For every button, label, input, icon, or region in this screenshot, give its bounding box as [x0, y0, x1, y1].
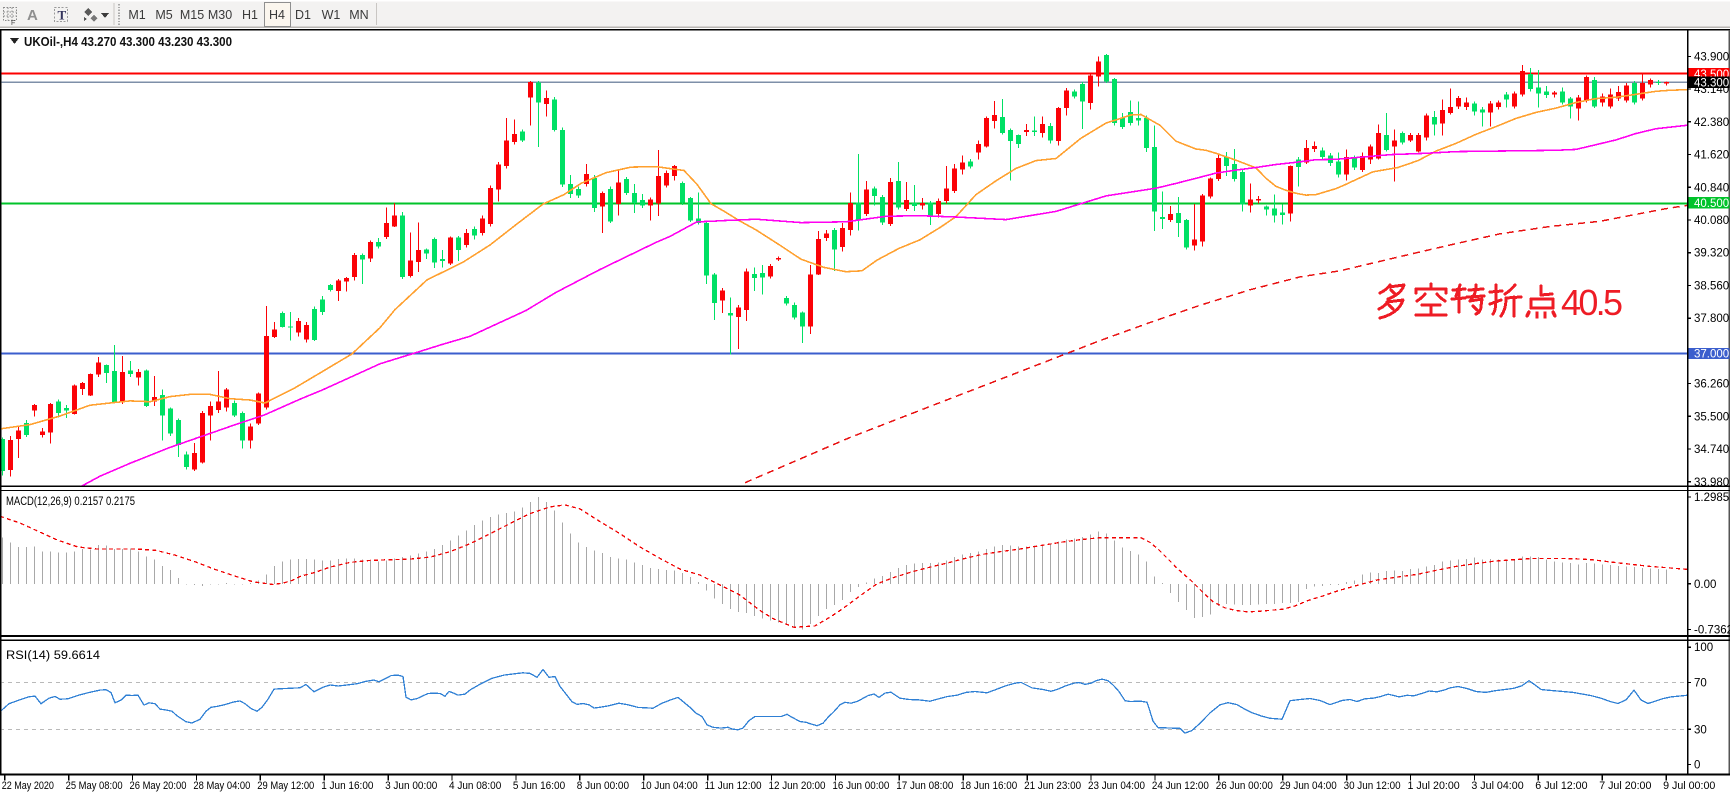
- svg-text:9 Jul 00:00: 9 Jul 00:00: [1663, 780, 1715, 792]
- svg-text:7 Jul 20:00: 7 Jul 20:00: [1599, 780, 1651, 792]
- svg-text:21 Jun 23:00: 21 Jun 23:00: [1024, 780, 1081, 792]
- svg-text:6 Jul 12:00: 6 Jul 12:00: [1535, 780, 1587, 792]
- svg-text:1 Jun 16:00: 1 Jun 16:00: [321, 780, 373, 792]
- svg-text:35.500: 35.500: [1694, 411, 1729, 423]
- svg-text:12 Jun 20:00: 12 Jun 20:00: [769, 780, 826, 792]
- svg-text:W1: W1: [322, 8, 341, 22]
- svg-text:40.500: 40.500: [1694, 198, 1729, 210]
- svg-text:36.260: 36.260: [1694, 379, 1729, 391]
- svg-text:29 Jun 04:00: 29 Jun 04:00: [1280, 780, 1337, 792]
- svg-text:39.320: 39.320: [1694, 248, 1729, 260]
- svg-text:1.2985: 1.2985: [1694, 492, 1729, 504]
- svg-text:-0.7362: -0.7362: [1694, 624, 1730, 636]
- svg-text:26 Jun 00:00: 26 Jun 00:00: [1216, 780, 1273, 792]
- svg-text:4 Jun 08:00: 4 Jun 08:00: [449, 780, 501, 792]
- svg-text:0.00: 0.00: [1694, 579, 1716, 591]
- svg-text:33.980: 33.980: [1694, 477, 1729, 489]
- svg-text:22 May 2020: 22 May 2020: [2, 780, 54, 792]
- svg-text:25 May 08:00: 25 May 08:00: [66, 780, 123, 792]
- svg-text:38.560: 38.560: [1694, 280, 1729, 292]
- svg-text:17 Jun 08:00: 17 Jun 08:00: [896, 780, 953, 792]
- svg-text:UKOil-,H4 43.270 43.300 43.23: UKOil-,H4 43.270 43.300 43.230 43.300: [24, 35, 232, 49]
- svg-text:H1: H1: [242, 8, 258, 22]
- svg-text:37.000: 37.000: [1694, 349, 1729, 361]
- svg-text:42.380: 42.380: [1694, 117, 1729, 129]
- svg-text:10 Jun 04:00: 10 Jun 04:00: [641, 780, 698, 792]
- svg-text:43.300: 43.300: [1694, 77, 1729, 89]
- svg-text:5 Jun 16:00: 5 Jun 16:00: [513, 780, 565, 792]
- svg-text:M1: M1: [128, 8, 145, 22]
- svg-text:43.900: 43.900: [1694, 51, 1729, 63]
- svg-text:3 Jun 00:00: 3 Jun 00:00: [385, 780, 437, 792]
- svg-text:MACD(12,26,9) 0.2157 0.2175: MACD(12,26,9) 0.2157 0.2175: [6, 496, 135, 508]
- svg-text:MN: MN: [349, 8, 368, 22]
- svg-text:H4: H4: [269, 8, 285, 22]
- svg-text:100: 100: [1694, 642, 1713, 654]
- svg-text:M30: M30: [208, 8, 232, 22]
- svg-text:8 Jun 00:00: 8 Jun 00:00: [577, 780, 629, 792]
- svg-text:34.740: 34.740: [1694, 444, 1729, 456]
- svg-text:40.080: 40.080: [1694, 215, 1729, 227]
- svg-text:A: A: [27, 7, 38, 24]
- svg-text:41.620: 41.620: [1694, 150, 1729, 162]
- svg-text:40.840: 40.840: [1694, 182, 1729, 194]
- svg-text:18 Jun 16:00: 18 Jun 16:00: [960, 780, 1017, 792]
- svg-text:28 May 04:00: 28 May 04:00: [193, 780, 250, 792]
- svg-text:1 Jul 20:00: 1 Jul 20:00: [1408, 780, 1460, 792]
- svg-text:3 Jul 04:00: 3 Jul 04:00: [1471, 780, 1523, 792]
- svg-text:F: F: [11, 20, 15, 27]
- svg-text:24 Jun 12:00: 24 Jun 12:00: [1152, 780, 1209, 792]
- svg-text:30 Jun 12:00: 30 Jun 12:00: [1344, 780, 1401, 792]
- svg-text:23 Jun 04:00: 23 Jun 04:00: [1088, 780, 1145, 792]
- svg-text:M15: M15: [180, 8, 204, 22]
- svg-text:T: T: [58, 8, 67, 23]
- svg-text:30: 30: [1694, 724, 1707, 736]
- svg-text:29 May 12:00: 29 May 12:00: [257, 780, 314, 792]
- svg-text:M5: M5: [155, 8, 172, 22]
- svg-text:RSI(14) 59.6614: RSI(14) 59.6614: [6, 650, 101, 662]
- svg-text:11 Jun 12:00: 11 Jun 12:00: [705, 780, 762, 792]
- svg-text:70: 70: [1694, 677, 1707, 689]
- svg-text:D1: D1: [295, 8, 311, 22]
- svg-text:37.800: 37.800: [1694, 313, 1729, 325]
- svg-text:26 May 20:00: 26 May 20:00: [130, 780, 187, 792]
- svg-text:0: 0: [1694, 760, 1700, 772]
- svg-text:16 Jun 00:00: 16 Jun 00:00: [832, 780, 889, 792]
- svg-text:40.5: 40.5: [1561, 282, 1623, 323]
